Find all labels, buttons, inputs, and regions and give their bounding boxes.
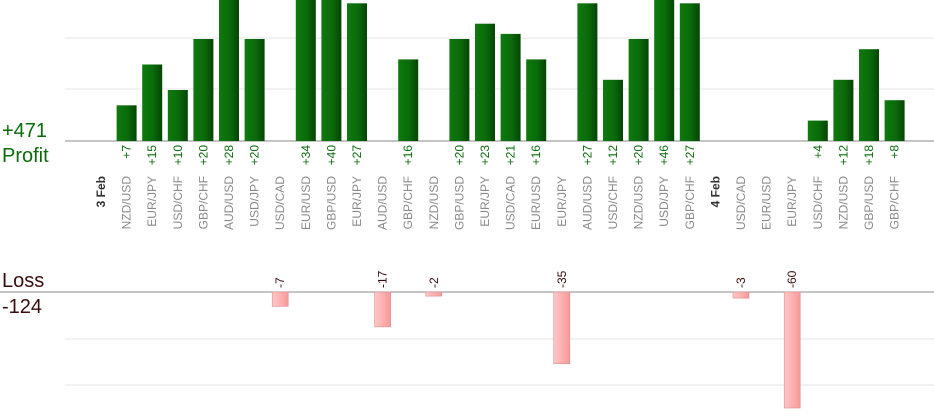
profit-bar [577, 3, 598, 141]
profit-value-label: +40 [324, 145, 338, 166]
profit-value-label: +46 [657, 145, 671, 166]
pair-label: GBP/USD [862, 176, 876, 230]
pair-label: USD/CAD [504, 176, 518, 230]
profit-value-label: +20 [452, 145, 466, 166]
pair-label: USD/CAD [273, 176, 287, 230]
profit-value-label: +16 [529, 145, 543, 166]
pair-label: GBP/CHF [888, 176, 902, 229]
pair-label: GBP/USD [452, 176, 466, 230]
profit-value-label: +28 [222, 145, 236, 166]
loss-value-label: -3 [734, 277, 748, 288]
pair-label: GBP/CHF [401, 176, 415, 229]
loss-value-label: -2 [427, 277, 441, 288]
profit-value-label: +27 [350, 145, 364, 166]
profit-bar [321, 0, 342, 141]
loss-bar [732, 291, 750, 299]
profit-bar [475, 23, 495, 142]
profit-bar [603, 79, 623, 141]
pair-label: GBP/USD [324, 176, 338, 230]
pair-label: NZD/USD [632, 176, 646, 230]
profit-bar [449, 39, 470, 141]
profit-label: Profit [2, 145, 49, 167]
pair-label: USD/JPY [657, 176, 671, 227]
pair-label: EUR/JPY [785, 176, 799, 227]
loss-value-label: -7 [273, 277, 287, 288]
profit-bar [679, 3, 700, 141]
profit-value-label: +27 [683, 145, 697, 166]
profit-bar [833, 79, 854, 141]
pair-label: AUD/USD [376, 176, 390, 230]
pair-label: NZD/USD [427, 176, 441, 230]
profit-bar [859, 49, 879, 142]
profit-value-label: +21 [504, 145, 518, 166]
profit-value-label: +20 [632, 145, 646, 166]
bars [116, 0, 905, 409]
profit-value-label: +23 [478, 145, 492, 166]
pair-label: USD/CHF [811, 176, 825, 229]
profit-bar [398, 59, 419, 141]
profit-value-label: +20 [196, 145, 210, 166]
profit-value-label: +12 [606, 145, 620, 166]
pair-label: EUR/USD [529, 176, 543, 230]
profit-value-label: +18 [862, 145, 876, 166]
pair-label: EUR/JPY [145, 176, 159, 227]
profit-value-label: +34 [299, 145, 313, 166]
profit-value-label: +15 [145, 145, 159, 166]
pair-label: AUD/USD [222, 176, 236, 230]
pair-label: EUR/USD [760, 176, 774, 230]
profit-value-label: +12 [836, 145, 850, 166]
profit-bar [807, 120, 828, 141]
profit-value-label: +16 [401, 145, 415, 166]
labels: 3 Feb NZD/USD +7 EUR/JPY +15 USD/CHF +10 GBP/CH… [94, 145, 902, 288]
profit-value-label: +8 [888, 145, 902, 159]
pair-label: AUD/USD [580, 176, 594, 230]
pair-label: NZD/USD [120, 176, 134, 230]
profit-value-label: +7 [120, 145, 134, 159]
pair-label: EUR/JPY [478, 176, 492, 227]
loss-bar [374, 291, 391, 328]
pair-label: EUR/JPY [555, 176, 569, 227]
profit-bar [219, 0, 239, 142]
pair-label: USD/CHF [606, 176, 620, 229]
profit-value-label: +27 [580, 145, 594, 166]
profit-bar [142, 64, 163, 141]
profit-bar [654, 0, 675, 141]
pair-label: USD/JPY [248, 176, 262, 227]
profit-bar [500, 33, 521, 141]
profit-bar [193, 39, 214, 141]
profit-bar [116, 105, 137, 141]
loss-value-label: -60 [785, 270, 799, 288]
pair-label: EUR/JPY [350, 176, 364, 227]
loss-bar [783, 291, 801, 409]
profit-total: +471 [2, 120, 48, 142]
pair-label: EUR/USD [299, 176, 313, 230]
loss-bar [425, 291, 443, 297]
pair-label: GBP/CHF [683, 176, 697, 229]
profit-bar [244, 39, 265, 141]
profit-bar [347, 3, 367, 141]
loss-value-label: -35 [555, 270, 569, 288]
pair-label: USD/CHF [171, 176, 185, 229]
pair-label: NZD/USD [836, 176, 850, 230]
date-label: 4 Feb [708, 176, 722, 207]
profit-value-label: +10 [171, 145, 185, 166]
profit-value-label: +4 [811, 145, 825, 159]
profit-bar [628, 39, 649, 141]
loss-label: Loss [2, 270, 45, 292]
loss-value-label: -17 [376, 270, 390, 288]
profit-value-label: +20 [248, 145, 262, 166]
profit-bar [295, 0, 316, 141]
loss-total: -124 [2, 296, 43, 318]
profit-bar [167, 90, 188, 141]
pair-label: USD/CAD [734, 176, 748, 230]
profit-bar [526, 59, 547, 141]
loss-bar [553, 291, 571, 365]
profit-bar [884, 100, 905, 141]
loss-bar [271, 291, 289, 307]
pair-label: GBP/CHF [196, 176, 210, 229]
date-label: 3 Feb [94, 176, 108, 207]
